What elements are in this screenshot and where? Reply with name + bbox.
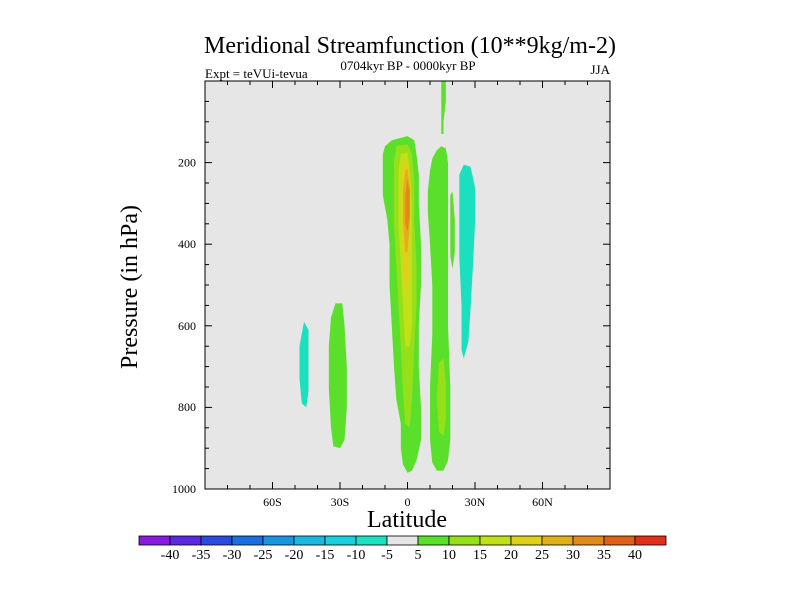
y-tick-label-400: 400 (178, 237, 196, 251)
chart-title: Meridional Streamfunction (10**9kg/m-2) (204, 33, 616, 59)
colorbar-label-neg40: -40 (161, 548, 180, 563)
y-tick-label-200: 200 (178, 156, 196, 170)
contour-region-nh-subtropical-10 (436, 358, 446, 436)
colorbar-label-neg35: -35 (192, 548, 211, 563)
contour-region-nh-upper-spike (441, 81, 446, 134)
colorbar-box (355, 535, 388, 546)
colorbar-label-neg5: -5 (381, 548, 393, 563)
contour-region-nh-mid-lat-cell (459, 164, 475, 359)
experiment-label: Expt = teVUi-tevua (205, 66, 308, 81)
colorbar-label-30: 30 (566, 548, 580, 563)
y-tick-label-1000: 1000 (172, 482, 196, 496)
colorbar-label-25: 25 (535, 548, 549, 563)
colorbar-label-10: 10 (442, 548, 456, 563)
contour-region-sh-mid-lat-cell (328, 303, 347, 449)
colorbar-label-35: 35 (597, 548, 611, 563)
plot-area (204, 80, 611, 490)
colorbar-box (262, 535, 295, 546)
x-tick-label-60n: 60N (532, 495, 553, 509)
season-label: JJA (590, 62, 610, 77)
colorbar-label-20: 20 (504, 548, 518, 563)
colorbar: -40 -35 -30 -25 -20 -15 -10 -5 5 10 15 2… (138, 535, 667, 563)
colorbar-box (169, 535, 202, 546)
contour-region-nh-side-spur (450, 191, 455, 269)
axis-ticks (204, 80, 611, 490)
x-tick-labels: 60S 30S 0 30N 60N (263, 495, 553, 509)
colorbar-label-5: 5 (415, 548, 422, 563)
colorbar-box (231, 535, 264, 546)
colorbar-box (324, 535, 357, 546)
x-tick-label-30s: 30S (331, 495, 350, 509)
colorbar-box (448, 535, 481, 546)
colorbar-box (200, 535, 233, 546)
colorbar-box (634, 535, 667, 546)
colorbar-box (510, 535, 543, 546)
y-tick-label-800: 800 (178, 400, 196, 414)
y-tick-labels: 200 400 600 800 1000 (172, 156, 196, 497)
colorbar-label-15: 15 (473, 548, 487, 563)
contour-region-main-cell-30 (405, 178, 410, 232)
colorbar-label-neg10: -10 (347, 548, 366, 563)
colorbar-box (386, 535, 419, 546)
colorbar-box (417, 535, 450, 546)
y-axis-label: Pressure (in hPa) (117, 205, 143, 369)
colorbar-label-40: 40 (628, 548, 642, 563)
x-tick-label-0: 0 (405, 495, 411, 509)
colorbar-box (603, 535, 636, 546)
colorbar-box (572, 535, 605, 546)
colorbar-box (293, 535, 326, 546)
contour-regions (299, 81, 475, 473)
colorbar-box (479, 535, 512, 546)
colorbar-boxes (138, 535, 667, 546)
colorbar-label-neg20: -20 (285, 548, 304, 563)
x-axis-label: Latitude (367, 507, 447, 533)
colorbar-label-neg15: -15 (316, 548, 335, 563)
colorbar-label-neg30: -30 (223, 548, 242, 563)
period-label: 0704kyr BP - 0000kyr BP (340, 58, 475, 73)
x-tick-label-60s: 60S (263, 495, 282, 509)
colorbar-box (541, 535, 574, 546)
contour-region-sh-high-lat-cell (299, 321, 309, 408)
colorbar-label-neg25: -25 (254, 548, 273, 563)
y-tick-label-600: 600 (178, 319, 196, 333)
colorbar-box (138, 535, 171, 546)
x-tick-label-30n: 30N (465, 495, 486, 509)
colorbar-labels: -40 -35 -30 -25 -20 -15 -10 -5 5 10 15 2… (161, 548, 642, 563)
